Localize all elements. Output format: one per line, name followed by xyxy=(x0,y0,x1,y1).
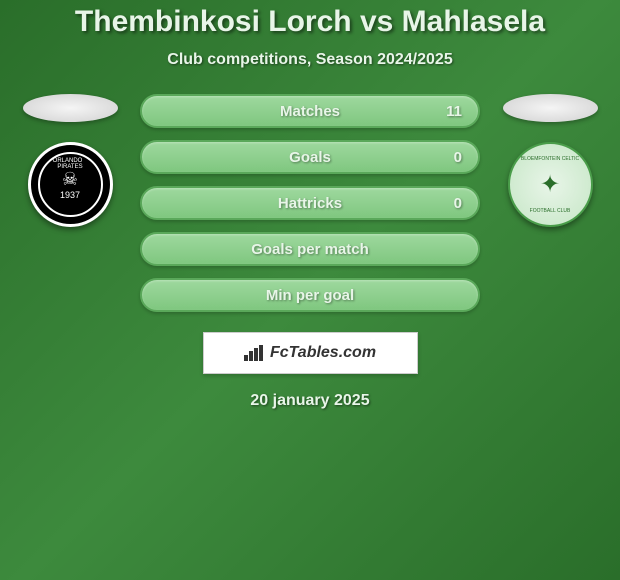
right-column: BLOEMFONTEIN CELTIC ✦ FOOTBALL CLUB xyxy=(500,94,600,227)
stats-column: Matches 11 Goals 0 Hattricks 0 Goals per… xyxy=(140,94,480,312)
skull-icon: ☠ xyxy=(62,170,78,188)
stat-pill-goals: Goals 0 xyxy=(140,140,480,174)
club-badge-left: ORLANDO PIRATES ☠ 1937 xyxy=(28,142,113,227)
stat-label: Goals per match xyxy=(251,241,369,258)
page-title: Thembinkosi Lorch vs Mahlasela xyxy=(75,5,545,39)
stat-value: 0 xyxy=(454,195,462,212)
left-column: ORLANDO PIRATES ☠ 1937 xyxy=(20,94,120,227)
content-row: ORLANDO PIRATES ☠ 1937 Matches 11 Goals … xyxy=(0,94,620,312)
stat-pill-min-per-goal: Min per goal xyxy=(140,278,480,312)
player-photo-right xyxy=(503,94,598,122)
badge-right-inner: BLOEMFONTEIN CELTIC ✦ FOOTBALL CLUB xyxy=(515,150,585,220)
badge-right-club-name: BLOEMFONTEIN CELTIC xyxy=(515,156,585,162)
player-photo-left xyxy=(23,94,118,122)
brand-text: FcTables.com xyxy=(270,344,376,362)
badge-left-inner: ORLANDO PIRATES ☠ 1937 xyxy=(38,152,103,217)
chart-icon xyxy=(244,345,264,361)
stat-pill-goals-per-match: Goals per match xyxy=(140,232,480,266)
main-container: Thembinkosi Lorch vs Mahlasela Club comp… xyxy=(0,0,620,580)
brand-box[interactable]: FcTables.com xyxy=(203,332,418,374)
badge-right-subtitle: FOOTBALL CLUB xyxy=(515,208,585,214)
stat-pill-hattricks: Hattricks 0 xyxy=(140,186,480,220)
page-subtitle: Club competitions, Season 2024/2025 xyxy=(167,51,452,69)
stat-value: 0 xyxy=(454,149,462,166)
club-badge-right: BLOEMFONTEIN CELTIC ✦ FOOTBALL CLUB xyxy=(508,142,593,227)
stat-label: Min per goal xyxy=(266,287,354,304)
stat-label: Goals xyxy=(289,149,331,166)
badge-left-club-name: ORLANDO PIRATES xyxy=(40,158,101,170)
stat-pill-matches: Matches 11 xyxy=(140,94,480,128)
stat-value: 11 xyxy=(446,103,462,120)
celtic-icon: ✦ xyxy=(540,170,560,199)
stat-label: Matches xyxy=(280,103,340,120)
badge-left-year: 1937 xyxy=(60,190,80,200)
stat-label: Hattricks xyxy=(278,195,342,212)
date-text: 20 january 2025 xyxy=(250,392,369,410)
